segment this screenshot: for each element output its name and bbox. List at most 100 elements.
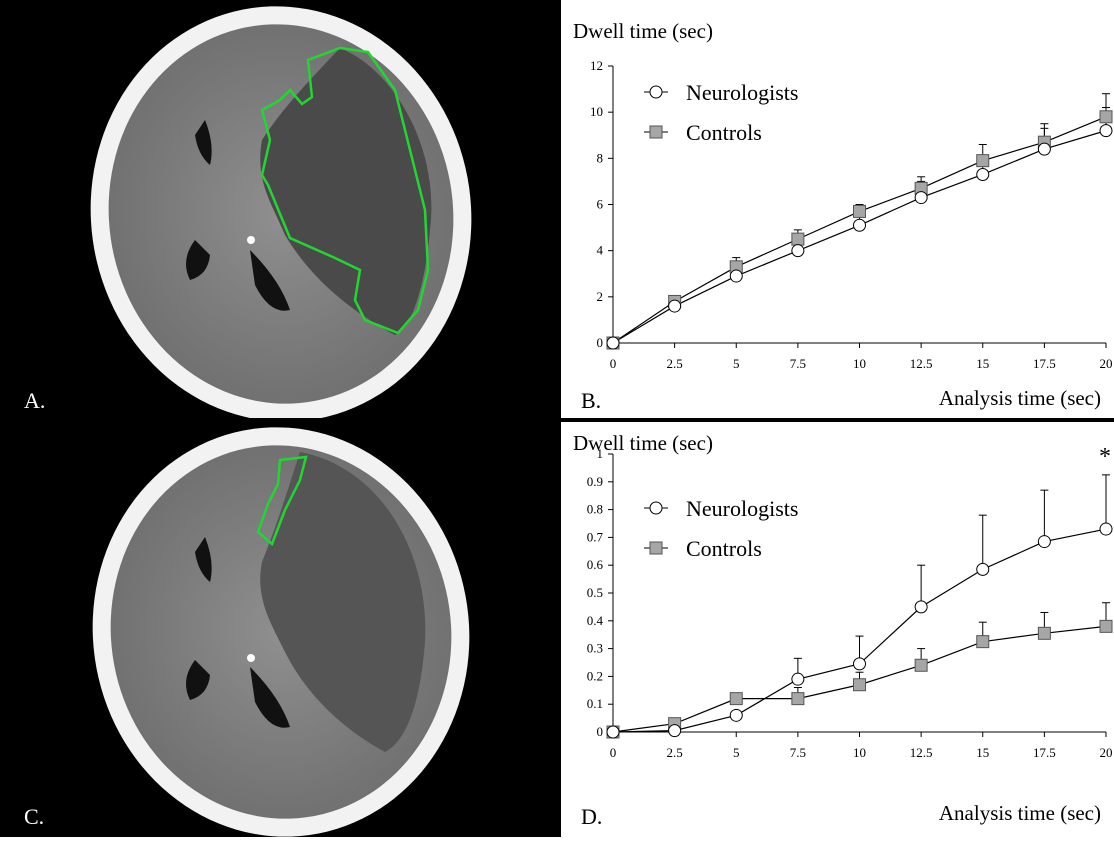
panel-letter-d: D.	[581, 804, 603, 829]
data-point-neurologists	[606, 725, 620, 739]
dwell-time-chart-b: Dwell time (sec) Analysis time (sec) 0 2 4 6 8…	[573, 19, 1113, 410]
roi-outline	[260, 46, 430, 335]
data-point-neurologists	[606, 336, 620, 350]
calcification	[247, 236, 255, 244]
data-point-neurologists	[791, 244, 805, 258]
y-tick-label: 0.7	[587, 529, 604, 544]
x-tick-label: 0	[610, 356, 617, 371]
ct-scan-image-a	[90, 6, 472, 418]
infarct-region	[260, 452, 426, 752]
y-tick-label: 0.2	[587, 668, 603, 683]
x-tick-label: 17.5	[1033, 356, 1056, 371]
x-tick-label: 0	[610, 745, 617, 760]
data-point-neurologists	[791, 672, 805, 686]
y-tick-label: 0	[597, 335, 604, 350]
data-point-neurologists	[1099, 522, 1113, 536]
data-point-neurologists	[668, 724, 682, 738]
data-point-controls	[1099, 619, 1113, 633]
y-tick-label: 0	[597, 724, 604, 739]
y-tick-label: 1	[597, 446, 604, 461]
ct-scan-panel-a: A.	[0, 0, 561, 418]
legend-label-controls: Controls	[686, 120, 762, 145]
data-point-controls	[914, 658, 928, 672]
x-tick-label: 7.5	[790, 745, 806, 760]
y-tick-label: 4	[597, 243, 604, 258]
data-point-controls	[791, 692, 805, 706]
ct-scan-image-c	[92, 427, 470, 837]
data-point-neurologists	[668, 299, 682, 313]
significance-marker: *	[1099, 444, 1111, 470]
panel-letter-c: C.	[24, 804, 45, 829]
x-tick-label: 15	[976, 356, 989, 371]
y-tick-label: 0.9	[587, 474, 603, 489]
x-tick-label: 2.5	[667, 745, 683, 760]
legend-label-neurologists: Neurologists	[686, 80, 798, 105]
y-tick-label: 10	[590, 104, 603, 119]
data-point-controls	[729, 692, 743, 706]
ventricles	[186, 120, 290, 311]
x-tick-label: 15	[976, 745, 989, 760]
calcification	[247, 654, 255, 662]
legend-label-neurologists: Neurologists	[686, 496, 798, 521]
y-tick-label: 6	[597, 197, 604, 212]
data-point-neurologists	[853, 657, 866, 671]
data-point-controls	[1099, 110, 1113, 124]
data-point-neurologists	[914, 600, 928, 614]
dwell-time-chart-d: Dwell time (sec) Analysis time (sec) 0 0.1 0…	[573, 431, 1113, 825]
data-point-neurologists	[914, 191, 928, 205]
panel-letter-b: B.	[581, 388, 602, 413]
data-point-controls	[976, 154, 990, 168]
y-tick-label: 2	[597, 289, 604, 304]
data-point-neurologists	[853, 218, 866, 232]
infarct-region	[260, 48, 432, 335]
y-tick-label: 0.6	[587, 557, 604, 572]
data-point-neurologists	[976, 562, 990, 576]
data-point-neurologists	[1037, 535, 1051, 549]
data-point-neurologists	[1099, 124, 1113, 138]
data-point-controls	[976, 635, 990, 649]
y-tick-label: 12	[590, 58, 603, 73]
x-tick-label: 5	[733, 745, 740, 760]
x-tick-label: 7.5	[790, 356, 806, 371]
x-axis-label: Analysis time (sec)	[939, 386, 1101, 410]
x-tick-label: 10	[853, 745, 866, 760]
data-point-neurologists	[976, 167, 990, 181]
legend-label-controls: Controls	[686, 536, 762, 561]
ventricles	[186, 537, 290, 728]
y-tick-label: 0.4	[587, 613, 604, 628]
data-point-neurologists	[729, 269, 743, 283]
x-tick-label: 12.5	[910, 745, 933, 760]
x-tick-label: 20	[1100, 356, 1113, 371]
x-tick-label: 5	[733, 356, 740, 371]
x-tick-label: 10	[853, 356, 866, 371]
data-point-controls	[853, 678, 866, 692]
roi-outline	[256, 455, 308, 547]
y-tick-label: 0.3	[587, 641, 603, 656]
y-tick-label: 0.8	[587, 502, 603, 517]
x-tick-label: 2.5	[667, 356, 683, 371]
legend-marker-neurologists	[649, 501, 663, 515]
data-point-neurologists	[1037, 142, 1051, 156]
x-tick-label: 12.5	[910, 356, 933, 371]
panel-divider	[0, 418, 1114, 422]
data-point-controls	[853, 204, 866, 218]
legend-marker-controls	[649, 541, 663, 555]
series-line-neurologists	[612, 130, 1107, 344]
chart-panel-d: Dwell time (sec) Analysis time (sec) 0 0.1 0…	[561, 422, 1114, 837]
x-tick-label: 17.5	[1033, 745, 1056, 760]
legend-marker-controls	[649, 125, 663, 139]
y-tick-label: 8	[597, 150, 604, 165]
data-point-neurologists	[729, 708, 743, 722]
chart-panel-b: Dwell time (sec) Analysis time (sec) 0 2 4 6 8…	[561, 0, 1114, 418]
y-tick-label: 0.1	[587, 696, 603, 711]
ct-scan-panel-c: C.	[0, 422, 561, 837]
y-tick-label: 0.5	[587, 585, 603, 600]
y-axis-label: Dwell time (sec)	[573, 19, 713, 43]
x-axis-label: Analysis time (sec)	[939, 801, 1101, 825]
panel-letter-a: A.	[24, 388, 46, 413]
y-axis-label: Dwell time (sec)	[573, 431, 713, 455]
data-point-controls	[791, 232, 805, 246]
data-point-controls	[1037, 626, 1051, 640]
x-tick-label: 20	[1100, 745, 1113, 760]
legend-marker-neurologists	[649, 85, 663, 99]
